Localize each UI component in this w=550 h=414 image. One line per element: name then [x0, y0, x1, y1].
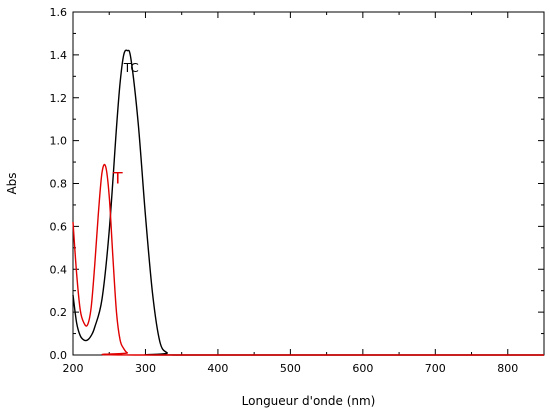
y-tick-label: 0.2 [50, 306, 68, 319]
x-axis-title: Longueur d'onde (nm) [242, 394, 376, 408]
series-label-tc: TC [123, 61, 139, 75]
y-tick-label: 1.6 [50, 6, 68, 19]
series-line-t [72, 163, 544, 356]
x-tick-label: 300 [135, 362, 156, 375]
y-tick-label: 1.0 [50, 135, 68, 148]
series-layer: TC T [72, 49, 544, 356]
series-line-tc [72, 49, 544, 356]
x-tick-label: 200 [63, 362, 84, 375]
y-axis-title: Abs [5, 172, 19, 194]
x-tick-label: 800 [497, 362, 518, 375]
y-tick-label: 0.8 [50, 178, 68, 191]
x-tick-label: 400 [207, 362, 228, 375]
x-tick-label: 500 [280, 362, 301, 375]
y-tick-label: 1.4 [50, 49, 68, 62]
series-label-t: T [112, 169, 123, 188]
y-tick-label: 0.4 [50, 263, 68, 276]
x-tick-label: 600 [352, 362, 373, 375]
y-tick-label: 0.0 [50, 349, 68, 362]
y-tick-label: 1.2 [50, 92, 68, 105]
x-tick-label: 700 [425, 362, 446, 375]
tick-labels: 200 300 400 500 600 700 800 0.0 0.2 0.4 0.6 0.8 1.0 1… [50, 6, 519, 375]
y-tick-label: 0.6 [50, 220, 68, 233]
